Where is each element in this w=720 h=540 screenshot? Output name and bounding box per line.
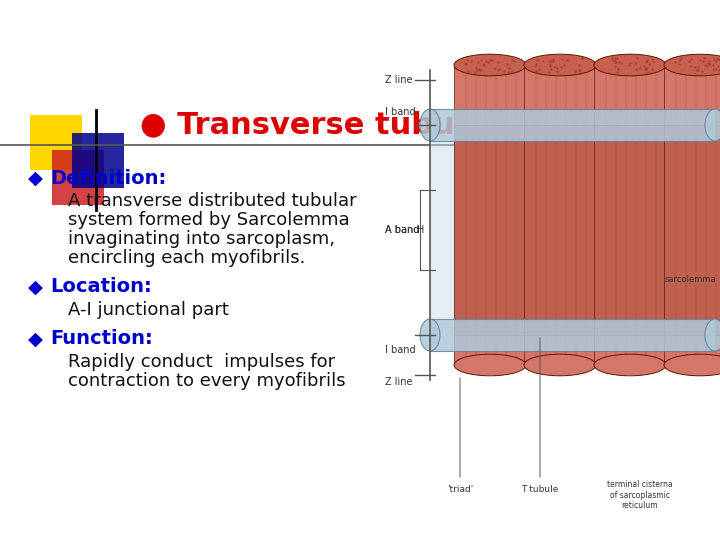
Bar [664,65,720,125]
Bar [72,133,124,188]
Text: I band: I band [385,345,415,355]
Ellipse shape [705,109,720,141]
Bar [524,125,596,335]
Text: system formed by Sarcolemma: system formed by Sarcolemma [68,211,350,229]
Text: H: H [417,225,424,235]
Bar [594,65,666,125]
Text: encircling each myofibrils.: encircling each myofibrils. [68,249,305,267]
Text: contraction to every myofibrils: contraction to every myofibrils [68,372,346,390]
Ellipse shape [524,54,596,76]
Text: A-I junctional part: A-I junctional part [68,301,229,319]
Text: Definition:: Definition: [50,168,166,187]
Bar [430,109,715,141]
Text: ● Transverse tubule (T tubule): ● Transverse tubule (T tubule) [140,111,667,139]
Text: Function:: Function: [50,329,153,348]
Bar [370,50,710,520]
Text: Location:: Location: [50,278,152,296]
Ellipse shape [454,354,526,376]
Text: I band: I band [385,107,415,117]
Text: terminal cisterna
of sarcoplasmic
reticulum: terminal cisterna of sarcoplasmic reticu… [607,480,672,510]
Bar [430,141,715,319]
Text: Z line: Z line [385,75,413,85]
Ellipse shape [594,354,666,376]
Text: Rapidly conduct  impulses for: Rapidly conduct impulses for [68,353,335,371]
Text: A transverse distributed tubular: A transverse distributed tubular [68,192,356,210]
Ellipse shape [664,354,720,376]
Text: 'triad': 'triad' [447,485,473,495]
Bar [30,115,82,170]
Ellipse shape [454,54,526,76]
Bar [52,150,104,205]
Ellipse shape [705,319,720,351]
Text: ◆: ◆ [28,278,43,296]
Ellipse shape [420,319,440,351]
Bar [454,335,526,365]
Bar [524,335,596,365]
Bar [430,319,715,351]
Text: Z line: Z line [385,377,413,387]
Bar [664,335,720,365]
Text: sarcolemma: sarcolemma [665,275,716,285]
Bar [594,125,666,335]
Text: A band: A band [385,225,419,235]
Ellipse shape [594,54,666,76]
Ellipse shape [420,109,440,141]
Text: A band: A band [385,225,419,235]
Bar [524,65,596,125]
Bar [454,65,526,125]
Text: invaginating into sarcoplasm,: invaginating into sarcoplasm, [68,230,335,248]
Text: ◆: ◆ [28,168,43,187]
Bar [594,335,666,365]
Text: ◆: ◆ [28,329,43,348]
Ellipse shape [524,354,596,376]
Bar [664,125,720,335]
Bar [454,125,526,335]
Text: T tubule: T tubule [521,485,559,495]
Ellipse shape [664,54,720,76]
